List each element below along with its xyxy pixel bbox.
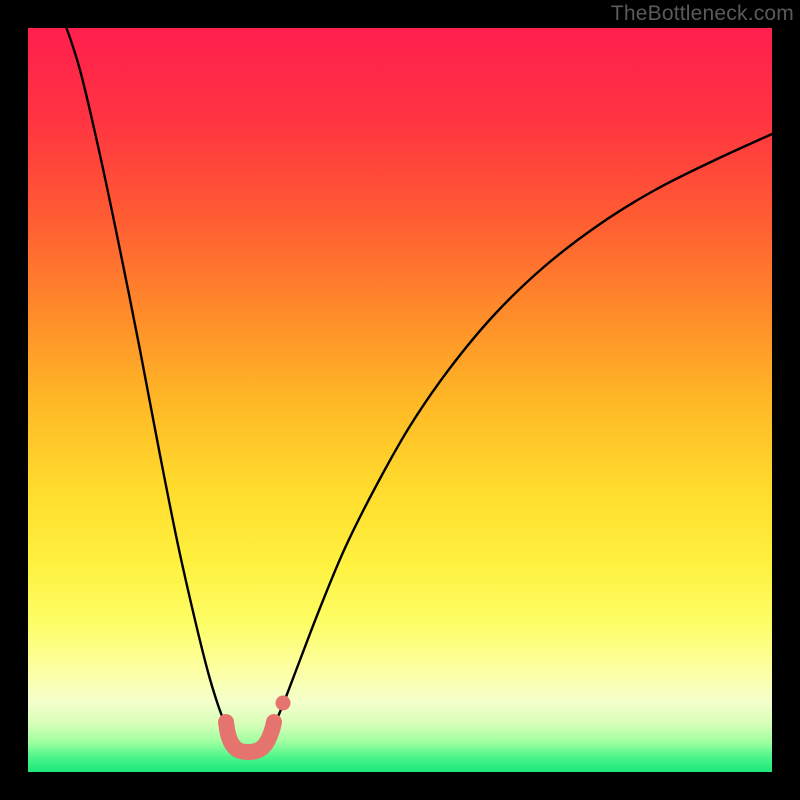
bottleneck-chart	[0, 0, 800, 800]
chart-stage: TheBottleneck.com	[0, 0, 800, 800]
gradient-background	[28, 28, 772, 772]
marker-dot	[276, 696, 291, 711]
watermark-text: TheBottleneck.com	[611, 2, 794, 26]
